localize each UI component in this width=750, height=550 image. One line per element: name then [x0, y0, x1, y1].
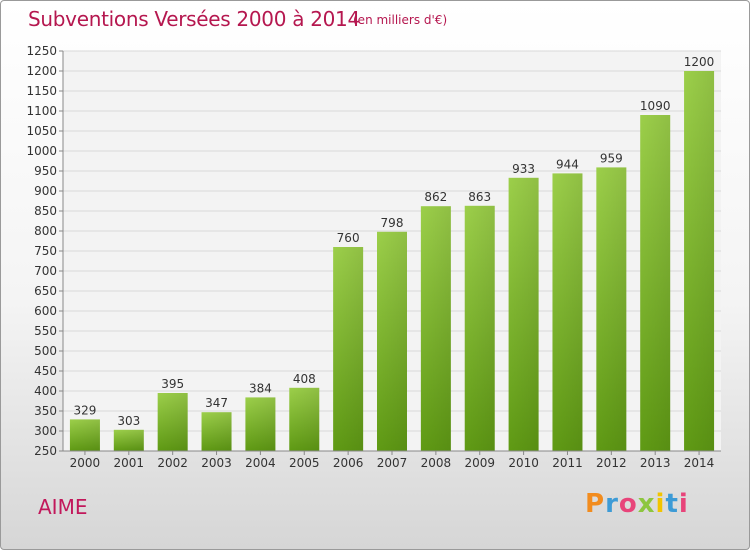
- bar-value-label: 863: [468, 190, 491, 204]
- y-tick-label: 450: [34, 364, 57, 378]
- logo-letter: o: [618, 489, 638, 519]
- y-tick-label: 950: [34, 164, 57, 178]
- logo-letter: t: [665, 489, 679, 519]
- bar-value-label: 303: [117, 414, 140, 428]
- bar-value-label: 384: [249, 381, 272, 395]
- bar-value-label: 798: [381, 216, 404, 230]
- bar-shade-2003: [201, 412, 232, 451]
- x-tick-label: 2005: [289, 456, 320, 470]
- y-tick-label: 850: [34, 204, 57, 218]
- x-tick-label: 2000: [70, 456, 101, 470]
- x-tick-label: 2003: [201, 456, 232, 470]
- bar-shade-2013: [640, 115, 671, 451]
- x-tick-label: 2008: [421, 456, 452, 470]
- bar-value-label: 329: [73, 403, 96, 417]
- chart-title: Subventions Versées 2000 à 2014: [28, 7, 360, 31]
- bar-shade-2000: [69, 419, 100, 451]
- bar-shade-2004: [245, 397, 276, 451]
- x-tick-label: 2007: [377, 456, 408, 470]
- bar-value-label: 862: [424, 190, 447, 204]
- logo-letter: i: [678, 489, 689, 519]
- bar-shade-2008: [420, 206, 451, 451]
- y-tick-label: 1050: [26, 124, 57, 138]
- y-tick-label: 600: [34, 304, 57, 318]
- y-tick-label: 550: [34, 324, 57, 338]
- x-tick-label: 2002: [157, 456, 188, 470]
- x-tick-label: 2004: [245, 456, 276, 470]
- y-tick-label: 400: [34, 384, 57, 398]
- proxiti-logo: Proxiti: [585, 489, 689, 519]
- y-tick-label: 650: [34, 284, 57, 298]
- bar-shade-2006: [333, 247, 364, 451]
- commune-name: AIME: [38, 495, 88, 519]
- y-tick-label: 350: [34, 404, 57, 418]
- bar-shade-2002: [157, 393, 188, 451]
- x-tick-label: 2014: [684, 456, 715, 470]
- bar-shade-2007: [377, 231, 407, 451]
- bar-shade-2011: [552, 173, 583, 451]
- y-tick-label: 800: [34, 224, 57, 238]
- y-tick-label: 1250: [26, 44, 57, 58]
- bar-value-label: 933: [512, 162, 535, 176]
- y-tick-label: 1000: [26, 144, 57, 158]
- bar-value-label: 347: [205, 396, 228, 410]
- bar-value-label: 395: [161, 377, 184, 391]
- x-tick-label: 2012: [596, 456, 627, 470]
- y-tick-label: 1100: [26, 104, 57, 118]
- logo-letter: x: [637, 489, 656, 519]
- y-tick-label: 1200: [26, 64, 57, 78]
- bar-shade-2009: [464, 205, 495, 451]
- bar-shade-2012: [596, 167, 627, 451]
- bar-shade-2005: [289, 387, 320, 451]
- y-tick-label: 250: [34, 444, 57, 458]
- y-tick-label: 900: [34, 184, 57, 198]
- bar-value-label: 1200: [684, 55, 715, 69]
- x-tick-label: 2009: [464, 456, 495, 470]
- bar-value-label: 959: [600, 151, 623, 165]
- bar-value-label: 1090: [640, 99, 671, 113]
- chart-subtitle: (en milliers d'€): [353, 13, 448, 27]
- y-tick-label: 700: [34, 264, 57, 278]
- x-tick-label: 2006: [333, 456, 364, 470]
- x-tick-label: 2013: [640, 456, 671, 470]
- x-tick-label: 2001: [114, 456, 145, 470]
- y-tick-label: 750: [34, 244, 57, 258]
- bar-value-label: 760: [337, 231, 360, 245]
- y-tick-label: 300: [34, 424, 57, 438]
- bar-shade-2001: [113, 429, 144, 451]
- x-tick-label: 2011: [552, 456, 583, 470]
- logo-letter: P: [585, 489, 606, 519]
- bar-value-label: 944: [556, 157, 579, 171]
- y-tick-label: 1150: [26, 84, 57, 98]
- bar-value-label: 408: [293, 372, 316, 386]
- logo-letter: i: [655, 489, 666, 519]
- y-tick-label: 500: [34, 344, 57, 358]
- bar-shade-2010: [508, 177, 539, 452]
- bar-shade-2014: [684, 71, 715, 451]
- x-tick-label: 2010: [508, 456, 539, 470]
- logo-letter: r: [605, 489, 619, 519]
